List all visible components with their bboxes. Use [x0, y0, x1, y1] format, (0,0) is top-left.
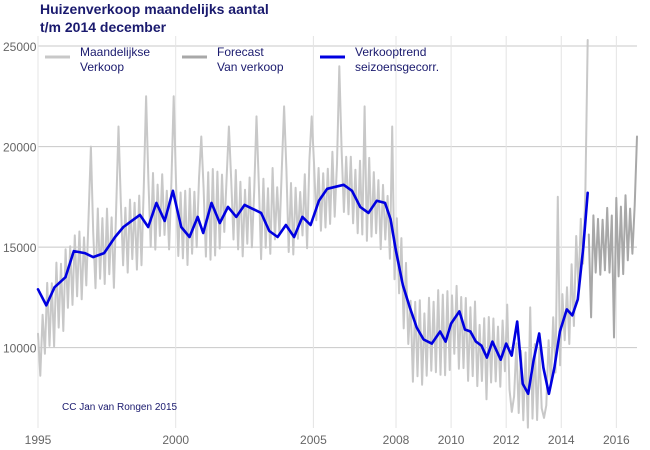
series-line-1 — [587, 135, 638, 339]
legend: Maandelijkse Verkoop Forecast Van verkoo… — [45, 45, 439, 74]
x-tick-label: 2014 — [548, 433, 575, 447]
y-tick-label: 15000 — [3, 241, 37, 255]
x-tick-label: 2008 — [383, 433, 410, 447]
chart-title-line-2: t/m 2014 december — [40, 19, 167, 35]
legend-label-forecast-line-2: Van verkoop — [217, 60, 284, 74]
y-axis: 10000 15000 20000 25000 — [3, 40, 37, 356]
legend-label-trend-line-1: Verkooptrend — [355, 45, 426, 59]
x-axis: 1995 2000 2005 2008 2010 2012 2014 2016 — [25, 433, 630, 447]
y-tick-label: 10000 — [3, 342, 37, 356]
series-line-0 — [37, 39, 589, 429]
x-tick-label: 2012 — [493, 433, 520, 447]
credit-annotation: CC Jan van Rongen 2015 — [62, 402, 178, 413]
legend-label-monthly-sales-line-2: Verkoop — [80, 60, 124, 74]
x-tick-label: 2000 — [162, 433, 189, 447]
legend-label-trend-line-2: seizoensgecorr. — [355, 60, 439, 74]
x-tick-label: 2016 — [603, 433, 630, 447]
chart-title-line-1: Huizenverkoop maandelijks aantal — [40, 1, 269, 17]
legend-label-monthly-sales-line-1: Maandelijkse — [80, 45, 150, 59]
legend-label-forecast-line-1: Forecast — [217, 45, 264, 59]
x-tick-label: 1995 — [25, 433, 52, 447]
x-tick-label: 2010 — [438, 433, 465, 447]
x-tick-label: 2005 — [300, 433, 327, 447]
y-tick-label: 25000 — [3, 40, 37, 54]
series-line-2 — [36, 183, 589, 396]
series-layer — [36, 39, 638, 429]
y-tick-label: 20000 — [3, 141, 37, 155]
